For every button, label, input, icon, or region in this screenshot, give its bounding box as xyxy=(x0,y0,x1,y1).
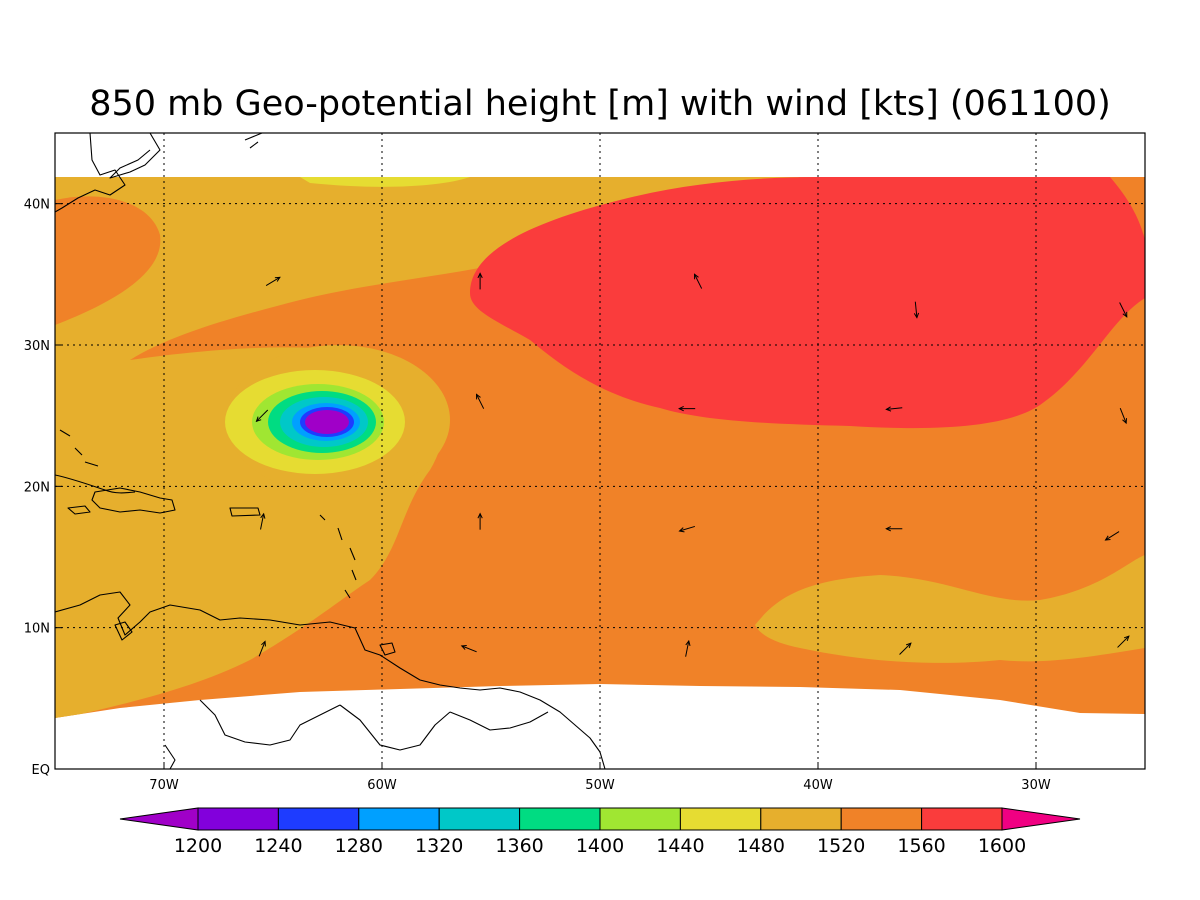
coast-south-america xyxy=(55,591,606,769)
wind-vector xyxy=(477,512,483,530)
wind-vector xyxy=(460,645,477,653)
colorbar-segment xyxy=(921,807,1003,831)
lat-tick-label: EQ xyxy=(32,763,50,778)
wind-vector xyxy=(260,512,266,530)
colorbar-high-extension xyxy=(1001,807,1081,831)
coast-hispaniola xyxy=(91,487,176,514)
coast-suriname-border xyxy=(449,711,549,731)
wind-vector xyxy=(913,301,920,319)
colorbar-label: 1360 xyxy=(495,835,543,857)
wind-vector xyxy=(1104,531,1120,541)
wind-vector xyxy=(1117,635,1130,648)
colorbar-label: 1600 xyxy=(978,835,1026,857)
band-1440-1480-north xyxy=(300,177,470,187)
lat-tick-label: 20N xyxy=(24,480,50,495)
coast-nova-scotia xyxy=(109,133,161,179)
height-field xyxy=(55,177,1145,718)
coast-jamaica xyxy=(67,505,91,515)
axis-ticks: 70W 60W 50W 40W 30W EQ 10N 20N 30N 40N xyxy=(24,198,1051,793)
coast-guyana-border xyxy=(339,704,451,751)
wind-vector xyxy=(476,393,485,409)
colorbar-label: 1520 xyxy=(817,835,865,857)
coast-lesser-antilles xyxy=(319,514,357,599)
wind-vector xyxy=(258,640,266,657)
colorbar-segment xyxy=(519,807,601,831)
wind-vector xyxy=(899,642,912,655)
wind-vector xyxy=(255,409,269,423)
colorbar-label: 1240 xyxy=(254,835,302,857)
lon-tick-label: 40W xyxy=(803,778,833,793)
colorbar-label: 1200 xyxy=(174,835,222,857)
colorbar: 1200 1240 1280 1320 1360 1400 1440 1480 1520 1560… xyxy=(119,807,1081,857)
lon-tick-label: 60W xyxy=(367,778,397,793)
coast-north-america xyxy=(55,133,126,213)
wind-vector xyxy=(885,406,903,412)
colorbar-label: 1320 xyxy=(415,835,463,857)
coast-newfoundland xyxy=(244,133,263,149)
lat-tick-label: 40N xyxy=(24,198,50,213)
wind-vector xyxy=(265,276,281,286)
colorbar-label: 1440 xyxy=(656,835,704,857)
contour-1200 xyxy=(305,410,349,434)
chart-title: 850 mb Geo-potential height [m] with win… xyxy=(89,84,1111,124)
colorbar-label: 1280 xyxy=(335,835,383,857)
coast-inland-border xyxy=(164,744,176,769)
colorbar-segment xyxy=(679,807,762,831)
colorbar-segment xyxy=(277,807,360,831)
lat-tick-label: 10N xyxy=(24,622,50,637)
coast-venezuela-border xyxy=(199,699,341,746)
colorbar-label: 1400 xyxy=(576,835,624,857)
colorbar-segment xyxy=(358,807,440,831)
coast-bahamas xyxy=(59,429,99,467)
wind-vector xyxy=(678,405,696,412)
lon-tick-label: 50W xyxy=(585,778,615,793)
plot-area xyxy=(55,133,1145,769)
coast-puerto-rico xyxy=(229,507,261,517)
coast-lake-maracaibo xyxy=(114,621,133,641)
coast-trinidad xyxy=(379,642,396,656)
wind-vector xyxy=(1119,408,1128,425)
colorbar-low-extension xyxy=(119,807,199,831)
colorbar-segment xyxy=(840,807,923,831)
lon-tick-label: 70W xyxy=(149,778,179,793)
wind-vector xyxy=(694,273,703,289)
band-1480-1520-south xyxy=(755,555,1145,663)
colorbar-label: 1480 xyxy=(737,835,785,857)
wind-vectors xyxy=(255,272,1130,657)
band-1560-1600 xyxy=(470,177,1145,429)
wind-vector xyxy=(678,525,696,533)
wind-vector xyxy=(1119,302,1128,318)
wind-vector xyxy=(477,272,483,290)
colorbar-segment xyxy=(760,807,842,831)
coastlines xyxy=(55,133,606,769)
lon-tick-label: 30W xyxy=(1021,778,1051,793)
wind-vector xyxy=(685,639,691,657)
wind-vector xyxy=(885,526,903,532)
lat-tick-label: 30N xyxy=(24,339,50,354)
colorbar-segment xyxy=(599,807,681,831)
band-1520-1560-west-blob xyxy=(55,196,161,325)
colorbar-segment xyxy=(438,807,521,831)
grid xyxy=(55,133,1145,769)
colorbar-segment xyxy=(197,807,279,831)
colorbar-label: 1560 xyxy=(897,835,945,857)
